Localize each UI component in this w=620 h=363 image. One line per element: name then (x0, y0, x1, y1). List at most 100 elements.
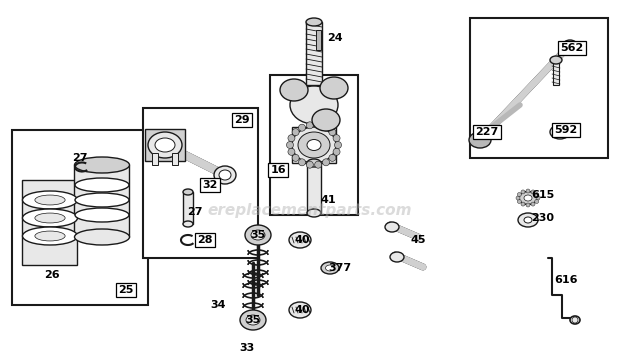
Bar (22, 180, 77, 265)
Circle shape (534, 200, 539, 204)
Text: 34: 34 (210, 300, 226, 310)
Circle shape (333, 148, 340, 155)
Ellipse shape (35, 213, 65, 223)
Ellipse shape (246, 315, 260, 325)
Ellipse shape (550, 56, 562, 64)
Bar (183, 192, 193, 224)
Circle shape (536, 196, 540, 200)
Circle shape (292, 154, 299, 162)
Ellipse shape (570, 316, 580, 324)
Ellipse shape (183, 189, 193, 195)
Text: 40: 40 (294, 235, 310, 245)
Circle shape (333, 135, 340, 142)
Circle shape (298, 159, 306, 166)
Ellipse shape (320, 77, 348, 99)
Text: 562: 562 (560, 43, 583, 53)
Text: 32: 32 (202, 180, 218, 190)
Circle shape (531, 202, 535, 206)
Bar (145, 129, 185, 161)
Ellipse shape (290, 86, 338, 124)
Circle shape (288, 148, 295, 155)
Circle shape (572, 317, 578, 323)
Circle shape (288, 135, 295, 142)
Circle shape (534, 192, 539, 196)
Circle shape (286, 142, 293, 148)
Ellipse shape (219, 170, 231, 180)
Ellipse shape (385, 222, 399, 232)
Text: 45: 45 (410, 235, 426, 245)
Ellipse shape (240, 310, 266, 330)
Circle shape (322, 124, 329, 131)
Ellipse shape (307, 159, 321, 167)
Bar (306, 22, 322, 85)
Ellipse shape (148, 132, 182, 158)
Text: 28: 28 (197, 235, 213, 245)
Text: 592: 592 (554, 125, 578, 135)
Text: 24: 24 (327, 33, 343, 43)
Ellipse shape (298, 132, 330, 158)
Ellipse shape (555, 129, 565, 135)
Bar (270, 75, 358, 215)
Ellipse shape (524, 217, 532, 223)
Ellipse shape (550, 125, 570, 139)
Circle shape (315, 122, 322, 129)
Ellipse shape (75, 208, 129, 222)
Ellipse shape (214, 166, 236, 184)
Ellipse shape (307, 139, 321, 151)
Circle shape (516, 196, 520, 200)
Ellipse shape (251, 230, 265, 240)
Bar (470, 18, 608, 158)
Text: 616: 616 (554, 275, 578, 285)
Bar (152, 153, 158, 165)
Circle shape (315, 161, 322, 168)
Ellipse shape (307, 209, 321, 217)
Ellipse shape (390, 252, 404, 262)
Circle shape (531, 190, 535, 194)
Circle shape (298, 124, 306, 131)
Text: 27: 27 (187, 207, 203, 217)
Ellipse shape (524, 195, 532, 201)
Ellipse shape (74, 229, 130, 245)
Circle shape (521, 190, 525, 194)
Text: 25: 25 (118, 285, 134, 295)
Bar (316, 30, 321, 50)
Ellipse shape (22, 209, 78, 227)
Text: 615: 615 (531, 190, 555, 200)
Bar (307, 163, 321, 213)
Text: 230: 230 (531, 213, 554, 223)
Bar (172, 153, 178, 165)
Text: 29: 29 (234, 115, 250, 125)
Text: 377: 377 (329, 263, 352, 273)
Text: 35: 35 (246, 315, 260, 325)
Ellipse shape (563, 40, 577, 50)
Ellipse shape (326, 265, 335, 271)
Circle shape (517, 192, 521, 196)
Circle shape (517, 200, 521, 204)
Bar (553, 60, 559, 85)
Text: 41: 41 (320, 195, 336, 205)
Ellipse shape (519, 192, 537, 204)
Ellipse shape (35, 231, 65, 241)
Ellipse shape (469, 132, 491, 148)
Text: 40: 40 (294, 305, 310, 315)
Circle shape (292, 129, 299, 136)
Circle shape (526, 189, 530, 193)
Bar (74, 165, 129, 237)
Text: 35: 35 (250, 230, 265, 240)
Ellipse shape (22, 191, 78, 209)
Circle shape (329, 154, 336, 162)
Ellipse shape (306, 18, 322, 26)
Ellipse shape (245, 225, 271, 245)
Bar (143, 108, 258, 258)
Ellipse shape (183, 221, 193, 227)
Ellipse shape (289, 232, 311, 248)
Ellipse shape (22, 227, 78, 245)
Circle shape (335, 142, 342, 148)
Text: ereplacementparts.com: ereplacementparts.com (208, 203, 412, 217)
Text: 27: 27 (73, 153, 88, 163)
Ellipse shape (289, 302, 311, 318)
Ellipse shape (321, 262, 339, 274)
Ellipse shape (280, 79, 308, 101)
Circle shape (306, 122, 313, 129)
Bar (12, 130, 148, 305)
